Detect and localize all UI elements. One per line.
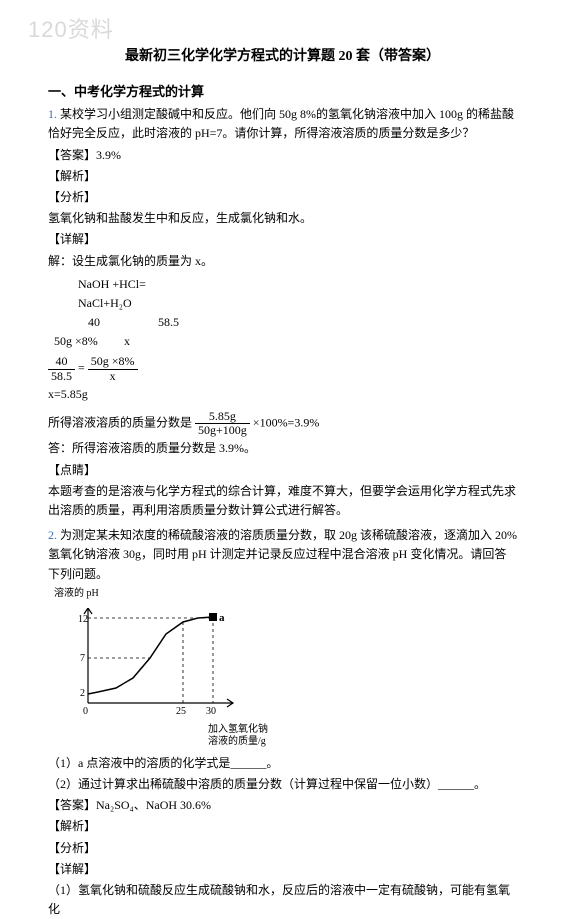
eq-reaction: NaOH +HCl= NaCl+H₂O xyxy=(78,275,148,313)
q1-text: 1. 某校学习小组测定酸碱中和反应。他们向 50g 8%的氢氧化钠溶液中加入 1… xyxy=(48,105,517,143)
pct-frac: 5.85g50g+100g xyxy=(195,410,250,437)
q1-answer-line: 答：所得溶液溶质的质量分数是 3.9%。 xyxy=(48,439,517,458)
svg-text:25: 25 xyxy=(176,706,186,717)
section-heading: 一、中考化学方程式的计算 xyxy=(48,82,517,103)
q2-jiexi: 【解析】 xyxy=(48,817,517,836)
q1-body: 某校学习小组测定酸碱中和反应。他们向 50g 8%的氢氧化钠溶液中加入 100g… xyxy=(48,107,514,140)
y-axis-label: 溶液的 pH xyxy=(54,586,517,602)
proportion: 4058.5 = 50g ×8%x xyxy=(48,355,517,382)
q1-xiangjie: 【详解】 xyxy=(48,230,517,249)
x-axis-label: 加入氢氧化钠 溶液的质量/g xyxy=(208,724,517,748)
point-a-label: a xyxy=(219,612,225,624)
svg-text:0: 0 xyxy=(83,706,88,717)
eq-mass-b: 58.5 xyxy=(158,315,179,329)
equation-block: NaOH +HCl= NaCl+H₂O 4058.5 50g ×8%x xyxy=(48,275,517,352)
q2-sub1: （1）a 点溶液中的溶质的化学式是______。 xyxy=(48,754,517,773)
frac-1: 4058.5 xyxy=(48,355,75,382)
svg-text:12: 12 xyxy=(78,614,88,625)
q2-text: 2. 为测定某未知浓度的稀硫酸溶液的溶质质量分数，取 20g 该稀硫酸溶液，逐滴… xyxy=(48,526,517,584)
q2-num: 2. xyxy=(48,528,57,542)
q2-answer: 【答案】Na₂SO₄、NaOH 30.6% xyxy=(48,796,517,815)
q1-answer: 【答案】3.9% xyxy=(48,146,517,165)
x-result: x=5.85g xyxy=(48,385,517,404)
page-title: 最新初三化学化学方程式的计算题 20 套（带答案） xyxy=(48,46,517,68)
chart-svg: a 12 7 2 0 25 30 xyxy=(78,608,258,718)
q1-jieline: 解：设生成氯化钠的质量为 x。 xyxy=(48,252,517,271)
q1-fenxi-label: 【分析】 xyxy=(48,188,517,207)
svg-text:2: 2 xyxy=(80,688,85,699)
watermark: 120资料 xyxy=(28,12,114,47)
q2-xiangjie: 【详解】 xyxy=(48,860,517,879)
eq-mass-a: 40 xyxy=(88,313,158,332)
q1-dianjing-text: 本题考查的是溶液与化学方程式的综合计算，难度不算大，但要学会运用化学方程式先求出… xyxy=(48,482,517,520)
frac-2: 50g ×8%x xyxy=(88,355,138,382)
q1-dianjing-label: 【点睛】 xyxy=(48,461,517,480)
q1-num: 1. xyxy=(48,107,57,121)
ph-chart: a 12 7 2 0 25 30 加入氢氧化钠 溶液的质量/g xyxy=(78,608,517,748)
svg-text:30: 30 xyxy=(206,706,216,717)
q2-sub2: （2）通过计算求出稀硫酸中溶质的质量分数（计算过程中保留一位小数）______。 xyxy=(48,775,517,794)
pct-line: 所得溶液溶质的质量分数是 5.85g50g+100g ×100%=3.9% xyxy=(48,410,517,437)
eq-val-a: 50g ×8% xyxy=(54,332,124,351)
q2-fenxi: 【分析】 xyxy=(48,839,517,858)
eq-val-b: x xyxy=(124,334,130,348)
svg-text:7: 7 xyxy=(80,653,85,664)
q2-body: 为测定某未知浓度的稀硫酸溶液的溶质质量分数，取 20g 该稀硫酸溶液，逐滴加入 … xyxy=(48,528,517,580)
q1-jiexi: 【解析】 xyxy=(48,167,517,186)
q2-xiangjie-text: （1）氢氧化钠和硫酸反应生成硫酸钠和水，反应后的溶液中一定有硫酸钠，可能有氢氧化 xyxy=(48,881,517,919)
q1-fenxi-text: 氢氧化钠和盐酸发生中和反应，生成氯化钠和水。 xyxy=(48,209,517,228)
